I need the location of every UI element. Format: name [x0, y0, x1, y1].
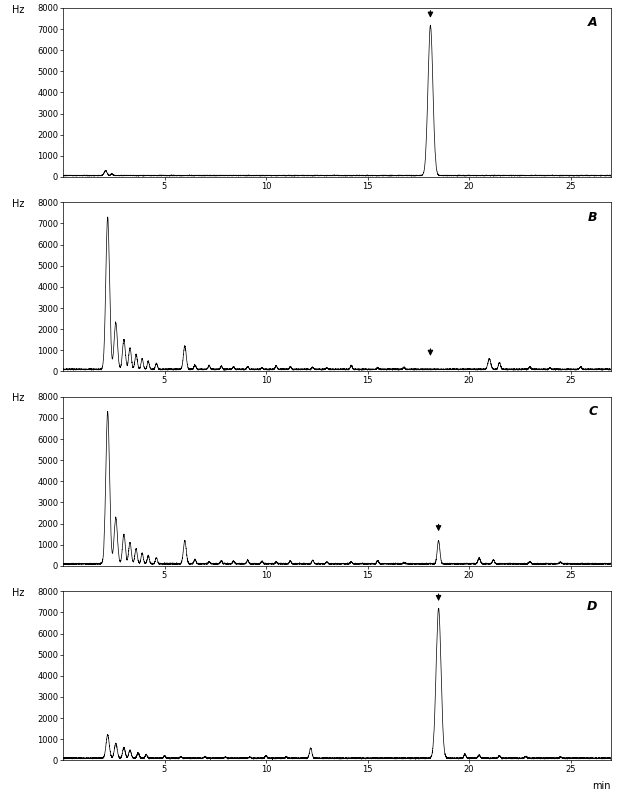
Text: min: min: [593, 781, 611, 790]
Y-axis label: Hz: Hz: [12, 199, 25, 209]
Y-axis label: Hz: Hz: [12, 394, 25, 403]
Text: A: A: [588, 17, 597, 29]
Y-axis label: Hz: Hz: [12, 5, 25, 14]
Y-axis label: Hz: Hz: [12, 588, 25, 598]
Text: B: B: [588, 211, 597, 224]
Text: D: D: [587, 600, 597, 613]
Text: C: C: [588, 406, 597, 418]
